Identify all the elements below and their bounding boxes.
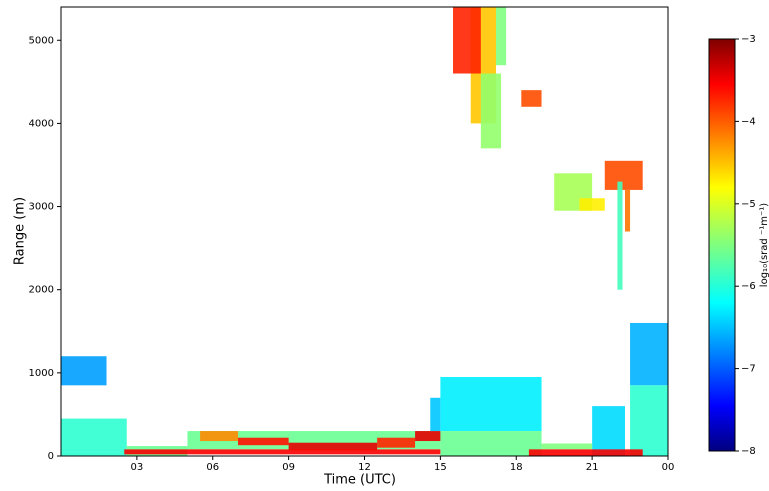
- heatmap-cell: [453, 7, 481, 74]
- heatmap-cell: [630, 322, 668, 386]
- colorbar-tick-label: −6: [741, 281, 756, 292]
- x-tick-label: 03: [131, 462, 144, 473]
- heatmap-cell: [430, 397, 441, 432]
- heatmap-cell: [61, 356, 107, 386]
- colorbar-tick-label: −3: [741, 34, 756, 45]
- y-tick-label: 1000: [29, 368, 54, 379]
- heatmap-cell: [61, 418, 127, 456]
- heatmap-cell: [592, 406, 626, 456]
- x-tick-label: 18: [510, 462, 523, 473]
- x-tick-label: 00: [662, 462, 675, 473]
- heatmap-cell: [288, 442, 378, 451]
- colorbar: [708, 38, 736, 452]
- x-tick-label: 21: [586, 462, 599, 473]
- heatmap-cell: [238, 437, 289, 446]
- heatmap-cell: [604, 160, 643, 190]
- heatmap-cell: [625, 189, 631, 232]
- colorbar-tick-label: −5: [741, 199, 756, 210]
- heatmap-cell: [528, 449, 643, 456]
- heatmap-cell: [440, 377, 542, 432]
- heatmap-cell: [124, 449, 441, 455]
- heatmap-cell: [377, 437, 416, 448]
- heatmap-cell: [630, 385, 668, 456]
- colorbar-tick-label: −4: [741, 116, 756, 127]
- heatmap-cell: [541, 443, 593, 450]
- colorbar-label: log₁₀(srad ⁻¹m⁻¹): [759, 203, 769, 287]
- heatmap-cell: [617, 181, 623, 290]
- heatmap-cell: [579, 198, 605, 211]
- plot-frame: [60, 6, 669, 457]
- x-tick-label: 15: [434, 462, 447, 473]
- heatmap-cell: [440, 431, 542, 456]
- y-tick-label: 4000: [29, 118, 54, 129]
- heatmap-cell: [480, 73, 502, 149]
- y-tick-label: 0: [48, 451, 54, 462]
- y-tick-label: 3000: [29, 202, 54, 213]
- y-axis-label: Range (m): [13, 197, 28, 265]
- heatmap-cell: [521, 90, 542, 107]
- x-tick-label: 06: [206, 462, 219, 473]
- x-tick-label: 12: [358, 462, 371, 473]
- colorbar-tick-label: −7: [741, 364, 756, 375]
- x-tick-label: 09: [282, 462, 295, 473]
- y-tick-label: 2000: [29, 285, 54, 296]
- heatmap-cell: [496, 7, 507, 66]
- heatmap-cell: [200, 431, 239, 442]
- colorbar-tick-label: −8: [741, 446, 756, 457]
- x-axis-label: Time (UTC): [323, 473, 396, 488]
- heatmap-cell: [415, 431, 441, 442]
- y-tick-label: 5000: [29, 35, 54, 46]
